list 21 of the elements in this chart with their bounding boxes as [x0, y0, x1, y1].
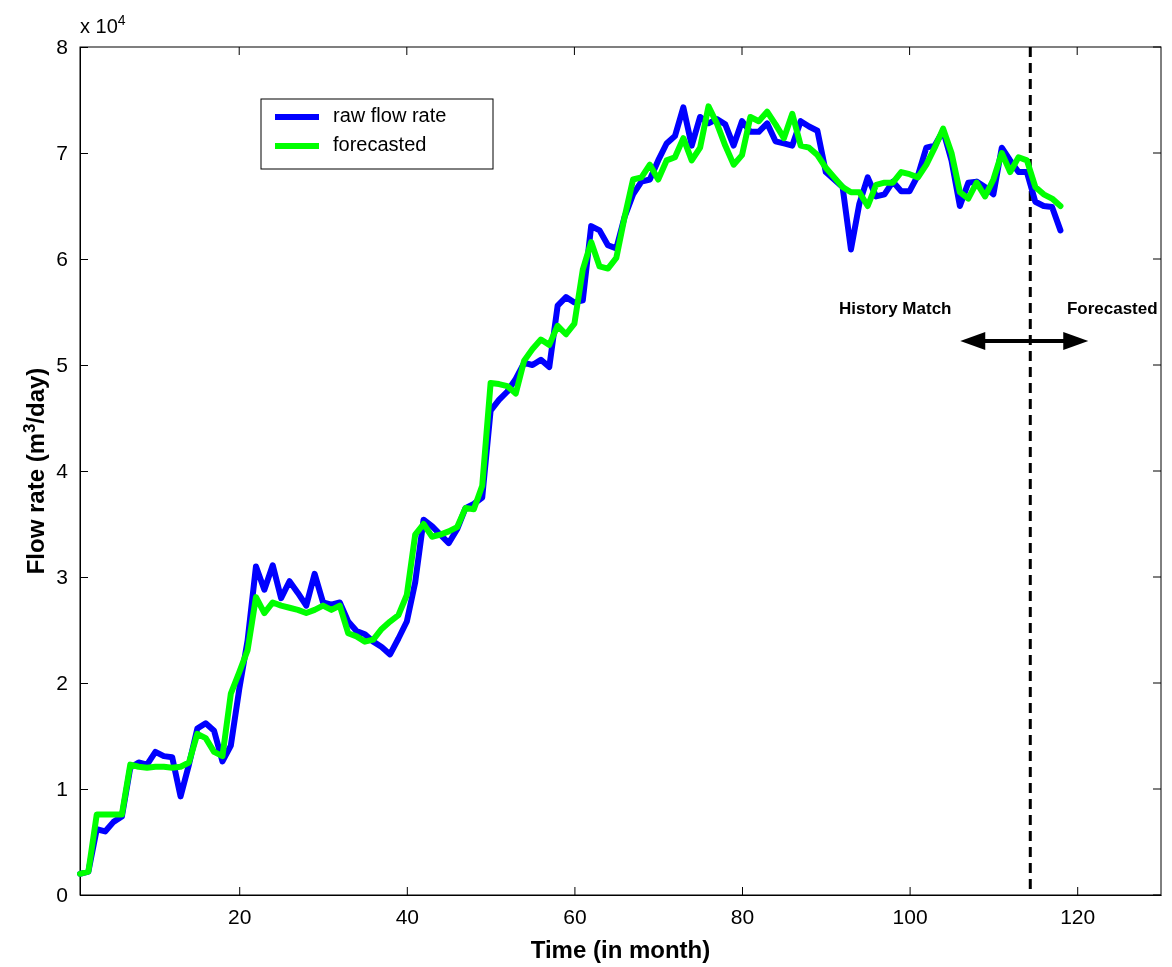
y-tick-label: 7	[56, 141, 68, 165]
annotation: History Match	[839, 299, 952, 319]
annotation: Forecasted	[1066, 299, 1158, 319]
x-tick-label: 20	[228, 904, 252, 928]
legend-label: raw flow rate	[333, 104, 447, 127]
y-tick-label: 3	[56, 565, 68, 589]
x-tick-label: 60	[563, 904, 587, 928]
y-tick-label: 8	[56, 35, 68, 59]
x-tick-label: 80	[730, 904, 755, 928]
y-tick-label: 4	[56, 459, 69, 483]
y-tick-label: 2	[56, 671, 68, 695]
legend-label: forecasted	[333, 133, 427, 156]
x-tick-label: 120	[1060, 904, 1096, 928]
y-tick-label: 0	[56, 883, 68, 907]
x-tick-label: 100	[892, 904, 928, 928]
x-axis-title: Time (in month)	[530, 936, 711, 963]
x-tick-label: 40	[395, 904, 419, 928]
y-tick-label: 6	[56, 247, 68, 271]
text: x 10$^{4}$	[80, 12, 126, 37]
y-tick-label: 5	[56, 353, 68, 377]
y-tick-label: 1	[56, 777, 68, 801]
